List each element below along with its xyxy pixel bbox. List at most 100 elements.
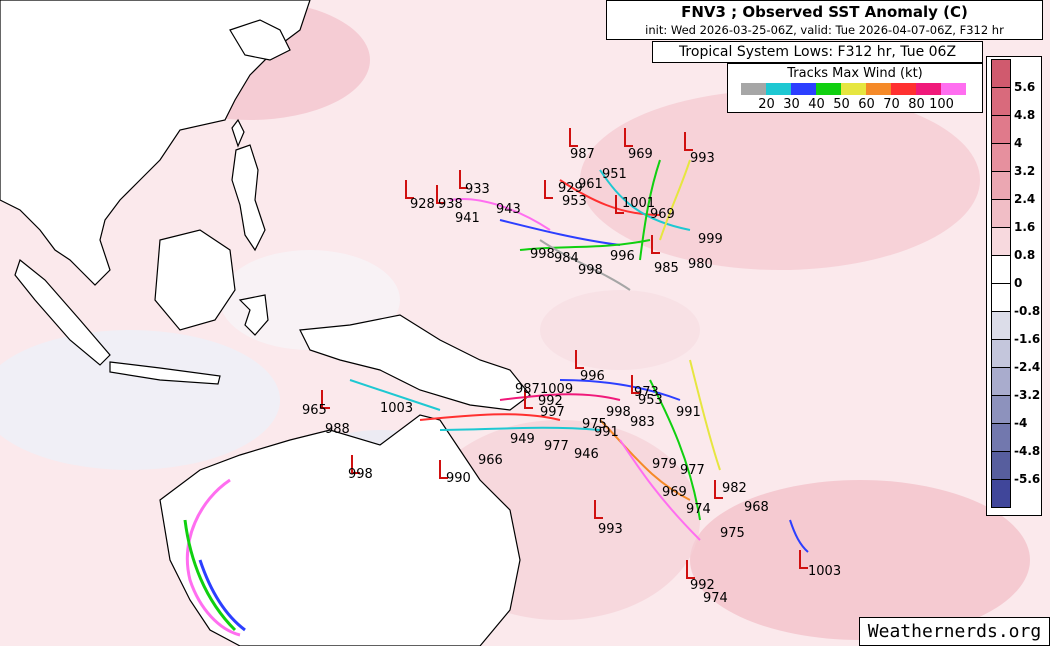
pressure-label: 975 [582, 417, 607, 432]
asia-mainland [0, 0, 311, 286]
colorbar-label: 0.8 [1014, 248, 1036, 262]
pressure-label: 953 [638, 393, 663, 408]
pressure-label: 979 [652, 457, 677, 472]
new-guinea [299, 314, 531, 411]
wind-legend-label: 60 [858, 97, 875, 112]
colorbar-segment [991, 199, 1011, 228]
wind-legend-label: 40 [808, 97, 825, 112]
pressure-label: 949 [510, 432, 535, 447]
colorbar-segment [991, 283, 1011, 312]
colorbar-segment [991, 59, 1011, 88]
colorbar-label: -4 [1014, 416, 1028, 430]
taiwan [231, 118, 245, 148]
pressure-label: 977 [544, 439, 569, 454]
colorbar-segment [991, 479, 1011, 508]
wind-legend: Tracks Max Wind (kt) 20 30 40 50 60 70 80 100 [727, 63, 983, 113]
pressure-label: 928 [410, 197, 435, 212]
wind-legend-swatch [741, 83, 766, 95]
colorbar-label: -5.6 [1014, 472, 1041, 486]
pressure-label: 993 [598, 522, 623, 537]
pressure-label: 969 [650, 207, 675, 222]
pressure-label: 973 [634, 385, 659, 400]
pressure-label: 1009 [540, 382, 573, 397]
wind-legend-swatch [766, 83, 791, 95]
pressure-label: 982 [722, 481, 747, 496]
wind-legend-label: 50 [833, 97, 850, 112]
colorbar-segment [991, 255, 1011, 284]
colorbar-label: -3.2 [1014, 388, 1041, 402]
low-center-markers [321, 128, 808, 579]
land-masses [0, 0, 531, 646]
pressure-label: 996 [580, 369, 605, 384]
pressure-label: 987 [515, 382, 540, 397]
pressure-label: 998 [578, 263, 603, 278]
borneo [154, 229, 236, 331]
wind-legend-label: 70 [883, 97, 900, 112]
pressure-label: 980 [688, 257, 713, 272]
pressure-label: 965 [302, 403, 327, 418]
colorbar-segment [991, 143, 1011, 172]
pressure-label: 993 [690, 151, 715, 166]
pressure-label: 987 [570, 147, 595, 162]
japan [229, 19, 291, 61]
pressure-label: 968 [744, 500, 769, 515]
pressure-label: 974 [703, 591, 728, 606]
pressure-label: 991 [676, 405, 701, 420]
pressure-label: 929 [558, 181, 583, 196]
wind-legend-swatch [941, 83, 966, 95]
pressure-label: 953 [562, 194, 587, 209]
colorbar-label: -2.4 [1014, 360, 1041, 374]
colorbar-segment [991, 227, 1011, 256]
colorbar-segment [991, 171, 1011, 200]
wind-legend-swatch [916, 83, 941, 95]
wind-legend-swatch [841, 83, 866, 95]
wind-legend-swatches [741, 83, 966, 95]
java [109, 361, 221, 385]
colorbar-label: -1.6 [1014, 332, 1041, 346]
title-box: FNV3 ; Observed SST Anomaly (C) init: We… [606, 0, 1043, 40]
map-title: FNV3 ; Observed SST Anomaly (C) [681, 3, 968, 21]
pressure-label: 992 [538, 394, 563, 409]
wind-legend-label: 30 [783, 97, 800, 112]
colorbar-segment [991, 451, 1011, 480]
wind-legend-swatch [891, 83, 916, 95]
wind-legend-swatch [791, 83, 816, 95]
wind-legend-title: Tracks Max Wind (kt) [787, 66, 923, 81]
pressure-label: 941 [455, 211, 480, 226]
colorbar-label: 4.8 [1014, 108, 1036, 122]
colorbar-label: -4.8 [1014, 444, 1041, 458]
storm-tracks [183, 159, 809, 637]
pressure-label: 984 [554, 251, 579, 266]
sulawesi [238, 294, 269, 336]
wind-legend-label: 100 [929, 97, 954, 112]
colorbar-segment [991, 339, 1011, 368]
pressure-label: 999 [698, 232, 723, 247]
pressure-label: 998 [348, 467, 373, 482]
colorbar-label: -0.8 [1014, 304, 1041, 318]
sst-colorbar: 5.6 4.8 4 3.2 2.4 1.6 0.8 0 -0.8 -1.6 -2.4 -3.2 -4 -4… [986, 56, 1042, 516]
colorbar-label: 4 [1014, 136, 1023, 150]
wind-legend-labels: 20 30 40 50 60 70 80 100 [754, 97, 954, 112]
pressure-label: 938 [438, 197, 463, 212]
pressure-label: 966 [478, 453, 503, 468]
pressure-label: 1001 [622, 196, 655, 211]
colorbar-label: 1.6 [1014, 220, 1036, 234]
pressure-label: 943 [496, 202, 521, 217]
pressure-label: 975 [720, 526, 745, 541]
pressure-label: 990 [446, 471, 471, 486]
pressure-label: 998 [530, 247, 555, 262]
pressure-label: 996 [610, 249, 635, 264]
pressure-label: 974 [686, 502, 711, 517]
credit-label: Weathernerds.org [859, 617, 1050, 646]
wind-legend-swatch [816, 83, 841, 95]
colorbar-label: 2.4 [1014, 192, 1036, 206]
colorbar-label: 0 [1014, 276, 1023, 290]
pressure-label: 988 [325, 422, 350, 437]
pressure-label: 933 [465, 182, 490, 197]
tropical-lows-subtitle: Tropical System Lows: F312 hr, Tue 06Z [652, 41, 983, 63]
sumatra [14, 258, 111, 366]
pressure-label: 951 [602, 167, 627, 182]
pressure-label: 997 [540, 405, 565, 420]
pressure-label: 969 [628, 147, 653, 162]
wind-legend-label: 20 [758, 97, 775, 112]
